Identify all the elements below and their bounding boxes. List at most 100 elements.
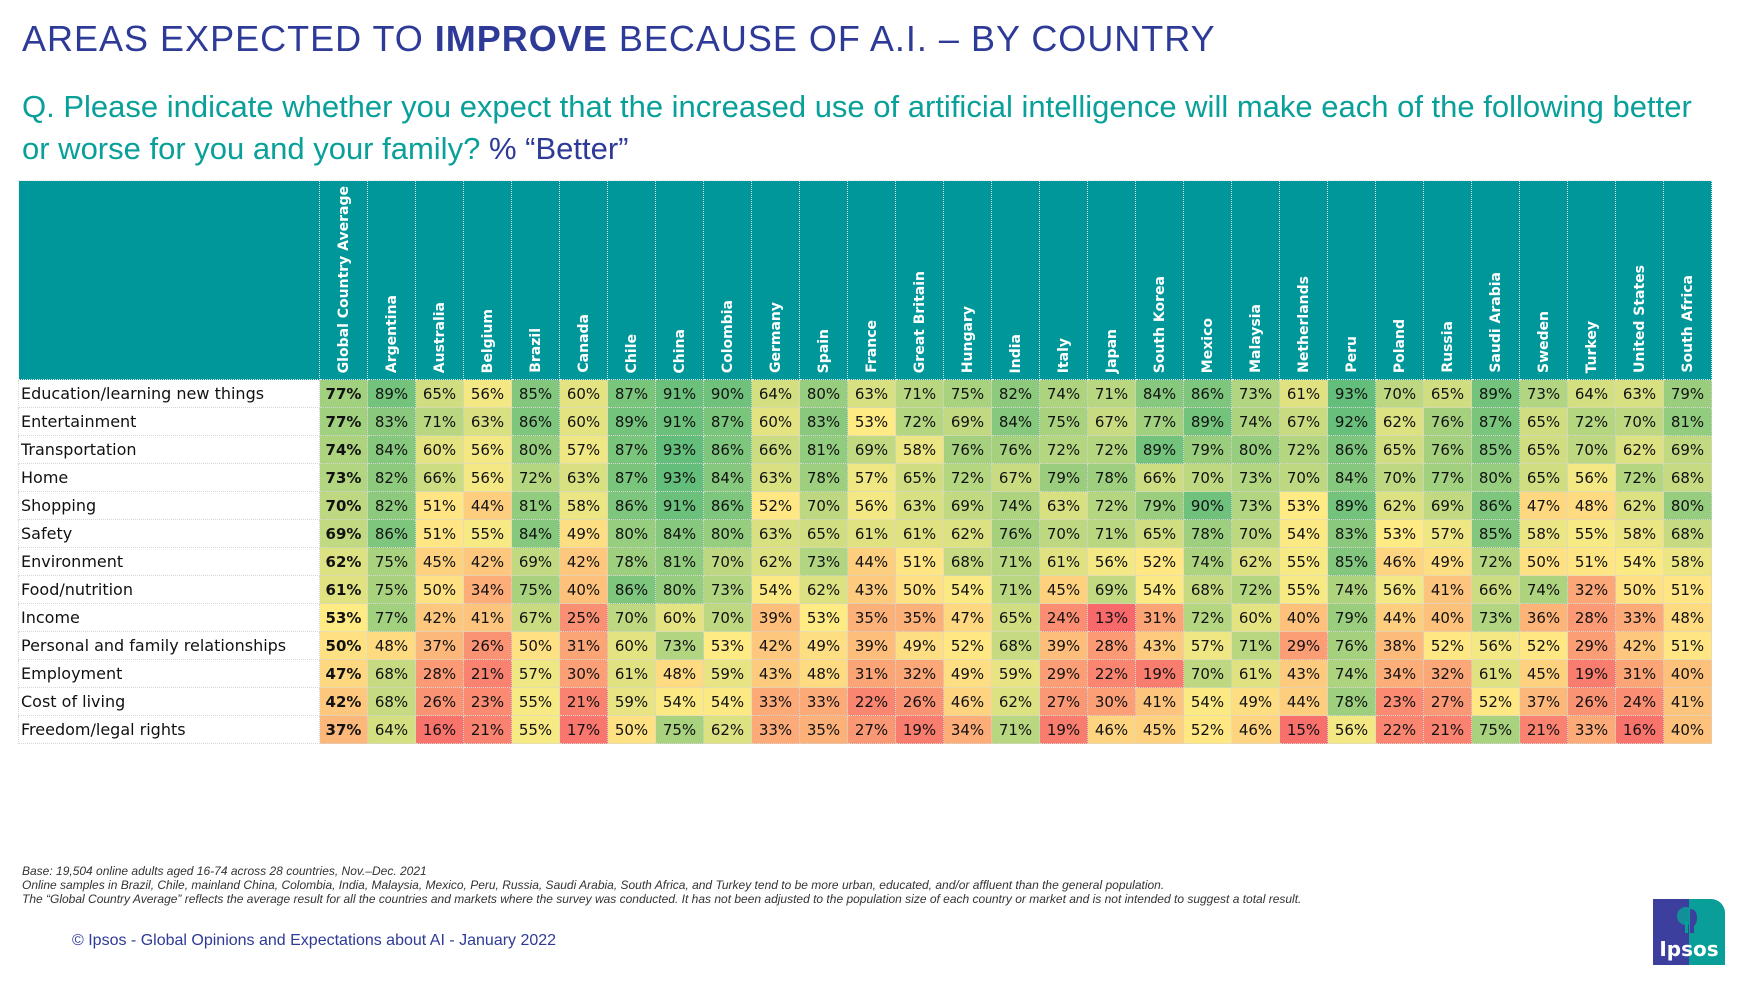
column-header-label: India	[1007, 333, 1024, 373]
value-cell: 60%	[607, 631, 656, 660]
value-cell: 55%	[1279, 547, 1328, 576]
value-cell: 83%	[799, 407, 848, 436]
value-cell: 89%	[1135, 435, 1184, 464]
value-cell: 33%	[1615, 603, 1664, 632]
value-cell: 65%	[1375, 435, 1424, 464]
value-cell: 70%	[1279, 463, 1328, 492]
table-row: Transportation 74% 84% 60% 56% 80% 57% 87% 93% 86…	[18, 435, 1712, 464]
row-label: Entertainment	[18, 407, 320, 436]
title-part: AREAS EXPECTED TO	[22, 18, 435, 59]
value-cell: 57%	[559, 435, 608, 464]
value-cell: 49%	[1423, 547, 1472, 576]
title-part: BECAUSE OF A.I. – BY COUNTRY	[607, 18, 1216, 59]
value-cell: 45%	[415, 547, 464, 576]
value-cell: 85%	[1327, 547, 1376, 576]
value-cell: 43%	[751, 659, 800, 688]
value-cell: 69%	[1423, 491, 1472, 520]
value-cell: 56%	[463, 435, 512, 464]
value-cell: 51%	[415, 491, 464, 520]
value-cell: 86%	[511, 407, 560, 436]
value-cell: 78%	[1183, 519, 1232, 548]
value-cell: 34%	[463, 575, 512, 604]
value-cell: 86%	[1327, 435, 1376, 464]
value-cell: 28%	[415, 659, 464, 688]
value-cell: 47%	[1519, 491, 1568, 520]
value-cell: 60%	[415, 435, 464, 464]
value-cell: 64%	[1567, 379, 1616, 408]
value-cell: 74%	[1327, 575, 1376, 604]
value-cell: 65%	[1519, 407, 1568, 436]
value-cell: 34%	[1375, 659, 1424, 688]
value-cell: 41%	[463, 603, 512, 632]
value-cell: 81%	[655, 547, 704, 576]
value-cell: 79%	[1663, 379, 1712, 408]
column-header: Spain	[799, 180, 848, 380]
value-cell: 50%	[415, 575, 464, 604]
value-cell: 73%	[1471, 603, 1520, 632]
value-cell: 48%	[655, 659, 704, 688]
value-cell: 83%	[1327, 519, 1376, 548]
value-cell: 62%	[1615, 435, 1664, 464]
tree-head-icon	[1677, 907, 1697, 933]
value-cell: 89%	[367, 379, 416, 408]
column-header-label: Brazil	[527, 328, 544, 373]
value-cell: 56%	[847, 491, 896, 520]
average-cell: 42%	[319, 687, 368, 716]
value-cell: 57%	[1423, 519, 1472, 548]
average-cell: 77%	[319, 379, 368, 408]
column-header-label: Belgium	[479, 308, 496, 373]
value-cell: 48%	[1663, 603, 1712, 632]
value-cell: 51%	[1663, 631, 1712, 660]
row-label: Cost of living	[18, 687, 320, 716]
value-cell: 54%	[703, 687, 752, 716]
value-cell: 19%	[1135, 659, 1184, 688]
value-cell: 29%	[1567, 631, 1616, 660]
value-cell: 50%	[1615, 575, 1664, 604]
footnote-base: Base: 19,504 online adults aged 16-74 ac…	[22, 864, 427, 878]
value-cell: 75%	[1471, 715, 1520, 744]
value-cell: 23%	[1375, 687, 1424, 716]
row-label: Environment	[18, 547, 320, 576]
value-cell: 84%	[703, 463, 752, 492]
value-cell: 87%	[703, 407, 752, 436]
value-cell: 51%	[895, 547, 944, 576]
value-cell: 49%	[1231, 687, 1280, 716]
value-cell: 87%	[607, 463, 656, 492]
value-cell: 46%	[1375, 547, 1424, 576]
value-cell: 32%	[1423, 659, 1472, 688]
value-cell: 87%	[607, 379, 656, 408]
value-cell: 56%	[1087, 547, 1136, 576]
value-cell: 73%	[1231, 491, 1280, 520]
value-cell: 62%	[1375, 491, 1424, 520]
value-cell: 61%	[1471, 659, 1520, 688]
value-cell: 70%	[1231, 519, 1280, 548]
value-cell: 33%	[751, 687, 800, 716]
value-cell: 62%	[1615, 491, 1664, 520]
value-cell: 62%	[703, 715, 752, 744]
value-cell: 49%	[559, 519, 608, 548]
value-cell: 72%	[511, 463, 560, 492]
value-cell: 28%	[1087, 631, 1136, 660]
value-cell: 80%	[1471, 463, 1520, 492]
table-row: Environment 62% 75% 45% 42% 69% 42% 78% 81% 70% 62…	[18, 547, 1712, 576]
value-cell: 61%	[1231, 659, 1280, 688]
value-cell: 86%	[703, 491, 752, 520]
value-cell: 79%	[1183, 435, 1232, 464]
value-cell: 30%	[1087, 687, 1136, 716]
value-cell: 19%	[895, 715, 944, 744]
value-cell: 21%	[1519, 715, 1568, 744]
table-body: Education/learning new things 77% 89% 65% 56…	[18, 379, 1712, 744]
value-cell: 42%	[463, 547, 512, 576]
value-cell: 86%	[1471, 491, 1520, 520]
value-cell: 71%	[1231, 631, 1280, 660]
value-cell: 73%	[655, 631, 704, 660]
value-cell: 56%	[463, 379, 512, 408]
value-cell: 80%	[511, 435, 560, 464]
value-cell: 41%	[1663, 687, 1712, 716]
value-cell: 60%	[1231, 603, 1280, 632]
value-cell: 60%	[559, 407, 608, 436]
value-cell: 47%	[943, 603, 992, 632]
column-header-label: Hungary	[959, 305, 976, 373]
value-cell: 87%	[1471, 407, 1520, 436]
value-cell: 70%	[1375, 379, 1424, 408]
